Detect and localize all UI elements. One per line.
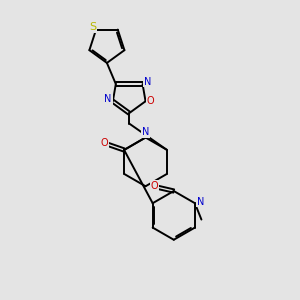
Text: N: N	[144, 76, 151, 87]
Text: S: S	[89, 22, 96, 32]
Text: N: N	[142, 127, 149, 137]
Text: O: O	[150, 181, 158, 191]
Text: O: O	[146, 96, 154, 106]
Text: N: N	[196, 197, 204, 207]
Text: O: O	[101, 139, 108, 148]
Text: N: N	[104, 94, 112, 104]
